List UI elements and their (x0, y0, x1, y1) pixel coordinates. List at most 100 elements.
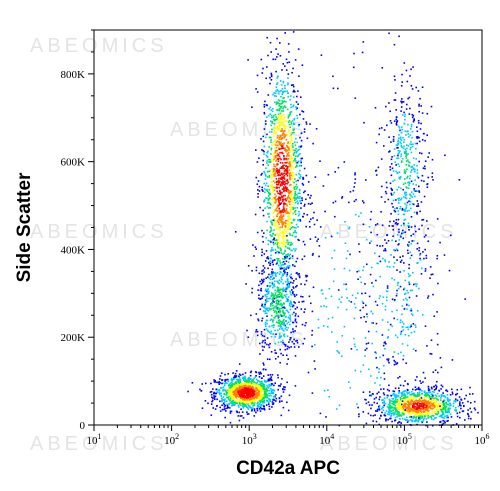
data-point (391, 202, 393, 205)
data-point (264, 120, 267, 122)
data-point (271, 314, 273, 317)
data-point (294, 211, 296, 213)
data-point (348, 269, 351, 272)
data-point (305, 279, 308, 282)
data-point (435, 384, 437, 387)
data-point (221, 400, 223, 403)
data-point (424, 139, 426, 142)
data-point (415, 349, 417, 352)
data-point (255, 391, 257, 393)
data-point (246, 400, 248, 402)
data-point (259, 408, 261, 410)
data-point (417, 90, 420, 92)
data-point (282, 296, 285, 299)
data-point (282, 309, 284, 312)
data-point (415, 406, 417, 408)
data-point (282, 282, 284, 285)
data-point (383, 129, 386, 131)
data-point (301, 64, 304, 66)
data-point (290, 106, 292, 108)
data-point (379, 295, 381, 297)
data-point (299, 169, 301, 172)
data-point (262, 349, 264, 351)
data-point (400, 332, 402, 335)
data-point (423, 410, 426, 413)
data-point (285, 254, 287, 257)
data-point (392, 170, 395, 172)
data-point (255, 88, 257, 90)
data-point (266, 156, 269, 158)
data-point (390, 192, 392, 195)
data-point (258, 284, 260, 287)
data-point (262, 375, 265, 377)
data-point (285, 212, 288, 214)
data-point (275, 157, 277, 159)
data-point (252, 383, 255, 385)
data-point (304, 308, 306, 310)
data-point (348, 226, 351, 229)
data-point (277, 376, 279, 379)
data-point (276, 152, 279, 155)
data-point (413, 331, 416, 333)
data-point (407, 145, 410, 147)
data-point (396, 269, 398, 271)
data-point (407, 383, 409, 386)
data-point (348, 227, 350, 230)
data-point (389, 399, 391, 402)
data-point (413, 119, 415, 122)
data-point (292, 231, 295, 234)
data-point (219, 410, 222, 412)
data-point (347, 381, 350, 383)
data-point (405, 153, 408, 155)
data-point (405, 193, 408, 196)
data-point (418, 287, 420, 290)
data-point (278, 155, 281, 158)
data-point (267, 195, 270, 197)
data-point (285, 290, 287, 293)
data-point (289, 113, 291, 116)
data-point (430, 418, 433, 420)
data-point (248, 388, 250, 390)
data-point (253, 408, 256, 410)
data-point (432, 402, 435, 405)
data-point (247, 404, 250, 407)
data-point (270, 124, 272, 127)
data-point (271, 239, 274, 241)
x-tick-label: 102 (164, 432, 179, 447)
data-point (285, 288, 287, 290)
y-tick-label: 0 (80, 420, 86, 432)
data-point (421, 398, 423, 400)
data-point (271, 374, 274, 376)
data-point (268, 213, 270, 215)
data-point (284, 386, 286, 388)
data-point (451, 393, 454, 395)
data-point (295, 106, 297, 108)
data-point (281, 261, 284, 264)
data-point (219, 400, 221, 403)
data-point (401, 128, 403, 131)
data-point (380, 211, 382, 213)
data-point (382, 406, 385, 409)
data-point (407, 408, 410, 411)
data-point (341, 355, 343, 358)
data-point (288, 304, 291, 306)
data-point (395, 144, 398, 146)
data-point (362, 411, 365, 413)
data-point (210, 414, 213, 416)
data-point (263, 103, 266, 106)
data-point (224, 373, 226, 376)
data-point (365, 347, 368, 350)
data-point (404, 118, 406, 121)
data-point (430, 353, 433, 355)
data-point (403, 288, 405, 291)
data-point (403, 404, 405, 406)
watermark-text: ABEOMICS (320, 433, 458, 455)
data-point (276, 198, 278, 201)
data-point (255, 411, 257, 414)
data-point (319, 412, 322, 415)
data-point (249, 405, 251, 408)
data-point (234, 384, 237, 386)
data-point (297, 125, 300, 127)
data-point (263, 150, 265, 153)
data-point (391, 239, 393, 242)
